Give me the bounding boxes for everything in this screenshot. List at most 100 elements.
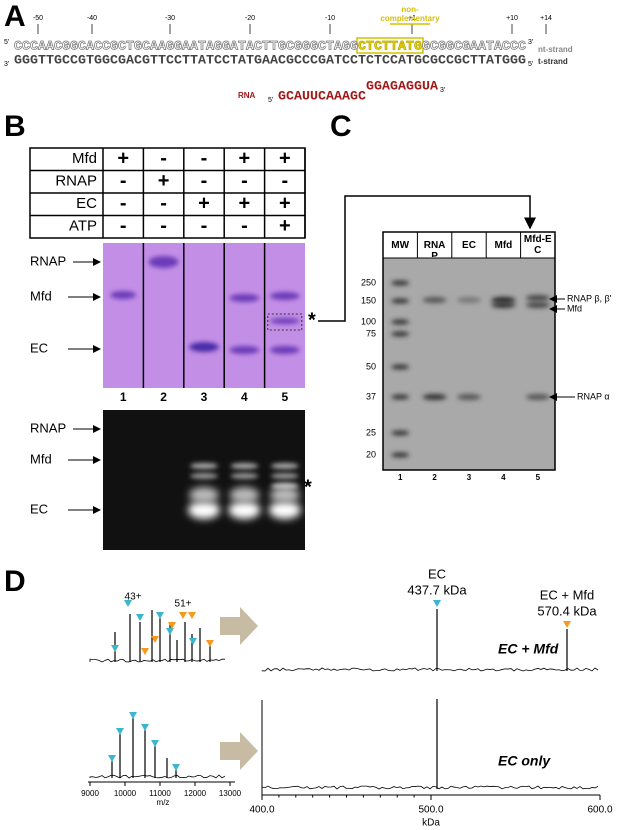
strand-end: 3' <box>440 87 445 94</box>
row-label: Mfd <box>72 150 97 167</box>
x-tick-label: 10000 <box>114 789 137 798</box>
peak-marker <box>179 612 187 619</box>
rna-sequence: GCAUUCAAAGC <box>278 89 367 103</box>
gel-band <box>270 346 300 354</box>
marker-label: 100 <box>361 316 376 326</box>
position-label: -10 <box>325 15 335 22</box>
figure: A -50 -40 -30 -20 -10 +1 +10 +14non-complementar… <box>0 0 617 830</box>
gel <box>103 410 305 550</box>
process-arrow <box>220 732 258 770</box>
sequence: CCCAACGGCACCGCTGCAAGGAATAGGATACTTGCGGGCT… <box>14 39 343 53</box>
table-cell: - <box>201 170 208 192</box>
position-label: +10 <box>506 15 518 22</box>
x-tick-label: 11000 <box>149 789 171 798</box>
spectrum <box>90 775 225 778</box>
peak-label: EC <box>428 566 446 581</box>
strand-end: 5' <box>528 61 533 68</box>
lane-header-text: RNAP <box>421 240 449 257</box>
gel <box>383 258 555 470</box>
band-label: Mfd <box>30 451 52 466</box>
strand-end: 5' <box>4 39 9 46</box>
gel-band <box>189 342 219 352</box>
band-label: Mfd <box>567 303 582 313</box>
gel-band <box>190 473 218 479</box>
peak-marker <box>166 628 174 635</box>
position-label: -30 <box>165 15 175 22</box>
table-cell: + <box>117 148 129 170</box>
peak-marker <box>189 638 197 645</box>
charge-label: 43+ <box>125 592 142 603</box>
lane-number: 5 <box>281 390 288 404</box>
axis-label: m/z <box>157 798 170 807</box>
annotation: complementary <box>380 14 440 23</box>
charge-label: 51+ <box>175 599 192 610</box>
spectrum <box>90 659 225 662</box>
lane-header: Mfd-EC <box>521 233 555 257</box>
peak-marker <box>172 764 180 771</box>
strand-end: 3' <box>528 39 533 46</box>
lane-number: 4 <box>241 390 248 404</box>
x-tick-label: 500.0 <box>418 805 443 816</box>
gel-band <box>188 501 220 519</box>
table-cell: - <box>120 170 127 192</box>
position-label: -20 <box>245 15 255 22</box>
table-cell: + <box>239 148 251 170</box>
gel-band <box>391 299 409 304</box>
peak-label: EC + Mfd <box>540 587 595 602</box>
lane-number: 3 <box>201 390 208 404</box>
gel-band <box>491 302 515 308</box>
row-label: EC <box>76 195 97 212</box>
row-label: EC + Mfd <box>498 641 559 657</box>
x-tick-label: 13000 <box>219 789 242 798</box>
table-cell: - <box>241 215 248 237</box>
rna-sequence: GGAGAGGUA <box>366 79 439 93</box>
lane-number: 4 <box>501 473 506 482</box>
gel-band <box>271 483 299 489</box>
table-cell: + <box>279 215 291 237</box>
strand-end: 5' <box>268 97 273 104</box>
table-cell: + <box>239 193 251 215</box>
marker-label: 250 <box>361 277 376 287</box>
lane-header-text: Mfd <box>489 240 517 251</box>
lane-header: MW <box>383 233 417 257</box>
spectrum <box>262 668 598 671</box>
lane-header-text: Mfd-EC <box>524 234 552 256</box>
gel-band <box>391 281 409 286</box>
x-tick-label: 400.0 <box>249 805 274 816</box>
peak-marker <box>108 755 116 762</box>
gel-band <box>526 394 550 400</box>
sequence: GG <box>342 39 358 53</box>
peak-marker <box>156 612 164 619</box>
gel-band <box>270 487 300 503</box>
rna-label: RNA <box>238 91 256 100</box>
gel-band <box>230 463 258 469</box>
sequence: GGGTTGCCGTGGCGACGTTCCTTATCCTATGAACGCCCGA… <box>14 53 526 67</box>
peak-marker <box>433 600 441 607</box>
band-label: RNAP α <box>577 391 610 401</box>
annotation: non- <box>401 5 419 14</box>
lane-header: RNAP <box>417 233 451 257</box>
gel-band <box>270 318 300 324</box>
asterisk: * <box>304 476 312 498</box>
gel-band <box>457 297 481 303</box>
gel-band <box>269 501 301 519</box>
table-cell: - <box>201 215 208 237</box>
strand-name: nt-strand <box>538 45 573 54</box>
band-label: RNAP <box>30 420 66 435</box>
position-label: +14 <box>540 15 552 22</box>
gel-band <box>271 473 299 479</box>
table-cell: - <box>241 170 248 192</box>
lane-number: 3 <box>467 473 472 482</box>
position-label: -50 <box>33 15 43 22</box>
lane-header-text: EC <box>455 240 483 251</box>
spectrum <box>262 786 598 789</box>
x-tick-label: 12000 <box>184 789 207 798</box>
panel-label: C <box>330 110 352 143</box>
gel-band <box>457 394 481 400</box>
gel-band <box>189 487 219 503</box>
x-tick-label: 600.0 <box>587 805 612 816</box>
marker-label: 37 <box>366 391 376 401</box>
gel-band <box>391 431 409 436</box>
gel-band <box>190 463 218 469</box>
peak-marker <box>168 622 176 629</box>
